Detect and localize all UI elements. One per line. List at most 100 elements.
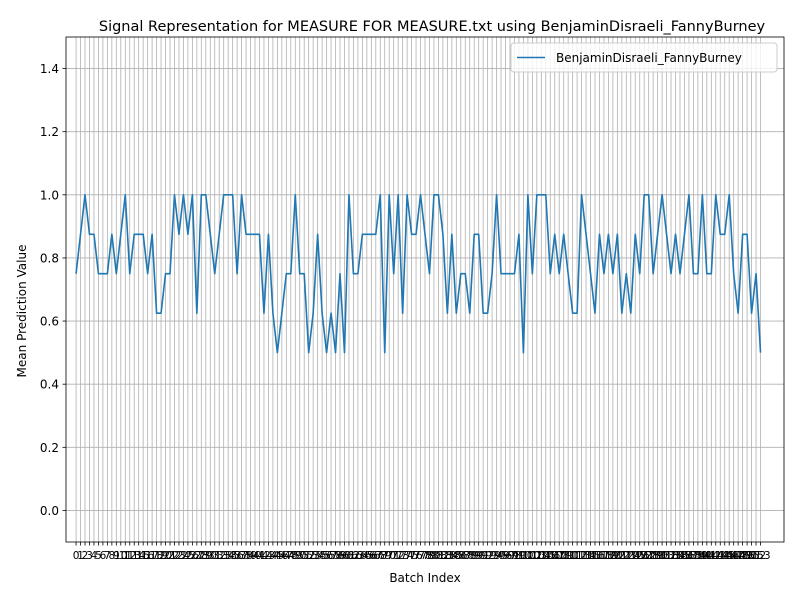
x-tick-label: 87 [459,550,472,562]
x-tick-label: 111 [563,550,583,562]
y-tick-label: 0.6 [40,315,59,329]
x-tick-label: 62 [347,550,360,562]
x-tick-label: 52 [302,550,315,562]
y-tick-label: 1.4 [40,62,59,76]
legend-frame [510,42,778,73]
x-tick-label: 142 [701,550,721,562]
x-tick-label: 5 [95,550,102,562]
x-tick-label: 47 [280,550,293,562]
x-tick-label: 8 [109,550,116,562]
x-tick-label: 50 [293,550,306,562]
legend: BenjaminDisraeli_FannyBurney [510,42,778,73]
x-tick-label: 129 [643,550,663,562]
x-tick-label: 140 [692,550,712,562]
x-tick-label: 84 [445,550,459,562]
x-tick-label: 85 [450,550,463,562]
x-tick-label: 74 [400,550,414,562]
x-tick-label: 103 [527,550,547,562]
x-tick-label: 71 [387,550,400,562]
x-tick-label: 60 [338,550,351,562]
x-tick-label: 42 [257,550,270,562]
x-tick-label: 15 [136,550,149,562]
x-tick-label: 124 [621,550,641,562]
x-tick-label: 137 [679,550,699,562]
y-tick-label: 0.4 [40,378,59,392]
x-tick-label: 70 [383,550,396,562]
x-tick-label: 54 [311,550,325,562]
x-tick-label: 44 [266,550,280,562]
x-tick-label: 93 [485,550,498,562]
x-tick-label: 37 [235,550,248,562]
x-tick-label: 104 [531,550,551,562]
x-tick-label: 53 [306,550,319,562]
x-tick-label: 49 [289,550,302,562]
x-tick-label: 134 [665,550,685,562]
y-axis-label: Mean Prediction Value [15,245,29,378]
x-tick-label: 120 [603,550,623,562]
x-tick-label: 80 [427,550,440,562]
x-tick-label: 109 [554,550,574,562]
chart-title: Signal Representation for MEASURE FOR ME… [99,19,766,35]
y-gridlines [66,68,784,511]
x-tick-label: 144 [710,550,730,562]
x-tick-label: 143 [706,550,726,562]
x-tick-label: 99 [512,550,525,562]
x-tick-label: 75 [405,550,418,562]
x-tick-label: 11 [119,550,132,562]
x-tick-label: 72 [391,550,404,562]
x-tick-label: 136 [674,550,694,562]
x-tick-label: 64 [356,550,370,562]
x-tick-label: 58 [329,550,342,562]
x-tick-label: 12 [123,550,136,562]
x-tick-label: 128 [639,550,659,562]
x-tick-label: 77 [414,550,427,562]
x-tick-label: 95 [494,550,507,562]
x-tick-label: 31 [208,550,221,562]
x-tick-label: 9 [113,550,120,562]
x-tick-label: 63 [351,550,364,562]
x-tick-label: 145 [715,550,735,562]
x-tick-label: 97 [503,550,516,562]
x-tick-label: 65 [360,550,373,562]
x-tick-label: 17 [145,550,158,562]
x-ticks: 0123456789101112131415161718192021222324… [73,542,771,562]
x-tick-label: 94 [490,550,504,562]
x-tick-label: 0 [73,550,80,562]
x-tick-label: 138 [683,550,703,562]
x-tick-label: 38 [239,550,252,562]
x-tick-label: 118 [594,550,614,562]
x-tick-label: 108 [549,550,569,562]
x-tick-label: 133 [661,550,681,562]
x-tick-label: 33 [217,550,230,562]
x-tick-label: 102 [522,550,542,562]
x-tick-label: 148 [728,550,748,562]
x-tick-label: 34 [221,550,235,562]
y-tick-label: 1.2 [40,125,59,139]
x-tick-label: 96 [499,550,513,562]
axes-frame [65,36,785,543]
x-tick-label: 114 [576,550,596,562]
x-tick-label: 122 [612,550,632,562]
x-tick-label: 116 [585,550,605,562]
x-tick-label: 130 [648,550,668,562]
x-tick-label: 79 [423,550,436,562]
x-tick-label: 51 [298,550,311,562]
x-tick-label: 18 [150,550,163,562]
x-tick-label: 59 [333,550,346,562]
x-tick-label: 88 [463,550,476,562]
y-tick-label: 0.2 [40,441,59,455]
x-tick-label: 83 [441,550,454,562]
x-tick-label: 67 [369,550,382,562]
x-tick-label: 6 [100,550,107,562]
x-tick-label: 90 [472,550,485,562]
x-tick-label: 19 [154,550,167,562]
x-gridlines [75,37,761,542]
x-tick-label: 16 [141,550,155,562]
x-tick-label: 73 [396,550,409,562]
x-tick-label: 127 [634,550,654,562]
y-tick-label: 0.8 [40,251,59,265]
x-tick-label: 68 [374,550,387,562]
x-tick-label: 151 [742,550,762,562]
x-tick-label: 126 [630,550,650,562]
